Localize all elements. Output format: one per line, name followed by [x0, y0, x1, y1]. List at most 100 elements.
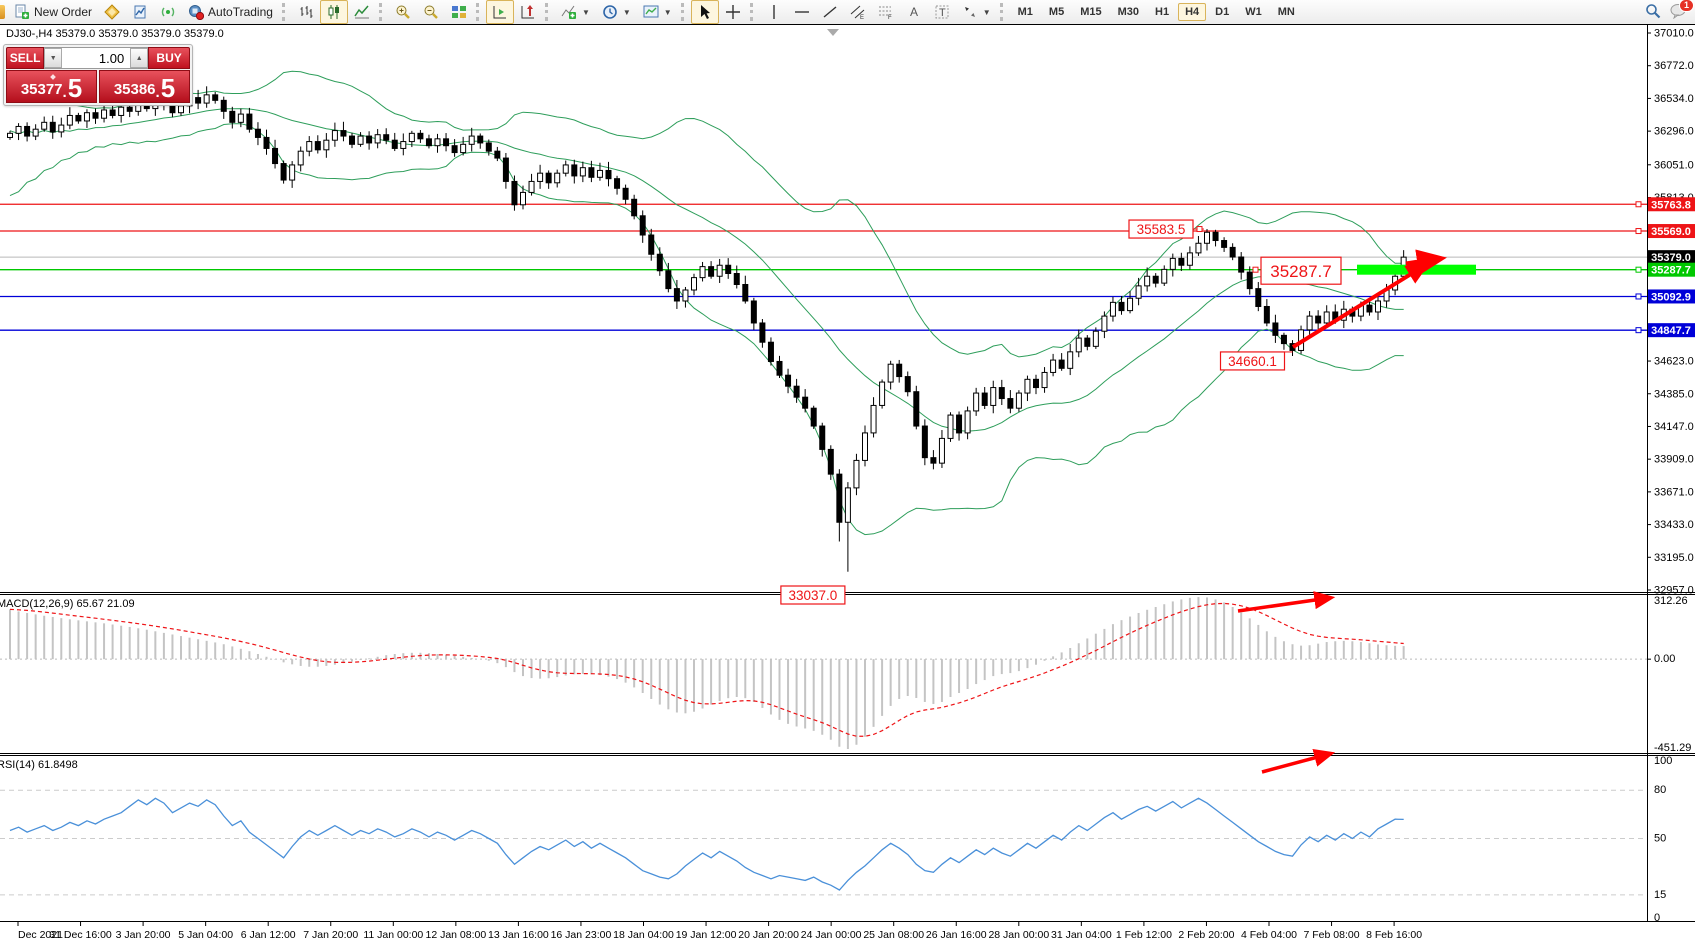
candle-body: [1323, 311, 1330, 324]
volume-increase-button[interactable]: ▲: [130, 48, 149, 68]
annotation-box[interactable]: [1219, 351, 1286, 371]
annotation-box[interactable]: [1260, 256, 1342, 285]
crosshair-button[interactable]: [719, 0, 747, 24]
level-badge-label: 35092.9: [1651, 291, 1691, 303]
candle-body: [1238, 256, 1245, 273]
candlestick-chart-button[interactable]: [319, 0, 348, 24]
rsi-line: [9, 797, 1404, 891]
timeframe-m1[interactable]: M1: [1017, 6, 1033, 18]
candle-body: [648, 234, 655, 255]
candle-body: [716, 264, 723, 277]
candle-body: [622, 187, 629, 200]
timeframe-h1[interactable]: H1: [1155, 6, 1170, 18]
rsi-arrow[interactable]: [1261, 749, 1336, 774]
candle-body: [425, 138, 432, 147]
time-tick-label: 28 Jan 00:00: [988, 929, 1049, 941]
candle-body: [656, 253, 663, 272]
candle-body: [1075, 337, 1082, 353]
level-handle[interactable]: [1635, 327, 1642, 334]
sell-button[interactable]: SELL: [6, 47, 45, 69]
text-button[interactable]: A: [900, 0, 928, 24]
bar-chart-button[interactable]: [292, 0, 320, 24]
signals-button[interactable]: [154, 0, 182, 24]
chart-canvas[interactable]: 37010.036772.036534.036296.036051.035813…: [0, 24, 1695, 945]
macd-arrow[interactable]: [1237, 591, 1336, 613]
candle-body: [1024, 378, 1031, 394]
fibonacci-icon: F: [878, 4, 894, 20]
ask-price[interactable]: 35386. 5: [99, 70, 190, 103]
chart-window[interactable]: 37010.036772.036534.036296.036051.035813…: [0, 24, 1695, 945]
vertical-line-button[interactable]: [760, 0, 788, 24]
level-handle[interactable]: [1635, 201, 1642, 208]
notifications-icon[interactable]: 1: [1669, 0, 1694, 22]
candle-body: [1195, 242, 1202, 254]
autotrading-button[interactable]: AutoTrading: [182, 0, 279, 24]
templates-button[interactable]: ▼: [637, 0, 678, 24]
indicators-caret: ▼: [581, 7, 590, 17]
volume-input[interactable]: [62, 48, 131, 68]
horizontal-line-button[interactable]: [788, 0, 816, 24]
candle-body: [1058, 359, 1065, 369]
trend-arrow[interactable]: [1291, 262, 1431, 349]
candle-body: [331, 130, 338, 141]
chart-shift-button[interactable]: [514, 0, 542, 24]
ask-pip-digit: 5: [160, 73, 176, 103]
equidistant-channel-button[interactable]: E: [844, 0, 872, 24]
timeframe-h4[interactable]: H4: [1178, 3, 1207, 21]
autoscroll-button[interactable]: [485, 0, 514, 24]
timeframe-w1[interactable]: W1: [1245, 6, 1262, 18]
candle-body: [1246, 271, 1253, 290]
zoom-out-button[interactable]: [417, 0, 445, 24]
candle-body: [810, 407, 817, 427]
bid-pip-digit: 5: [67, 73, 83, 103]
fibonacci-button[interactable]: F: [872, 0, 900, 24]
candle-body: [887, 363, 894, 383]
level-handle[interactable]: [1635, 266, 1642, 273]
indicators-button[interactable]: ▼: [555, 0, 596, 24]
trendline-button[interactable]: [816, 0, 844, 24]
zone-breakout-arrow[interactable]: [1405, 249, 1447, 276]
zoom-in-button[interactable]: [389, 0, 417, 24]
line-chart-button[interactable]: [348, 0, 376, 24]
timeframe-m15[interactable]: M15: [1080, 6, 1102, 18]
search-icon[interactable]: [1645, 3, 1661, 22]
autotrading-icon: [188, 4, 205, 20]
market-button[interactable]: [126, 0, 154, 24]
volume-decrease-button[interactable]: ▼: [44, 48, 63, 68]
price-tick-label: 33909.0: [1654, 454, 1694, 466]
candle-body: [545, 172, 552, 184]
bollinger-middle-band: [9, 108, 1404, 432]
candle-body: [605, 169, 612, 180]
level-badge-label: 35379.0: [1651, 252, 1691, 264]
candle-body: [998, 387, 1005, 400]
tile-windows-button[interactable]: [445, 0, 473, 24]
time-tick-label: 20 Jan 20:00: [738, 929, 799, 941]
buy-button[interactable]: BUY: [148, 47, 190, 69]
annotation-box[interactable]: [780, 585, 846, 605]
bid-price[interactable]: 35377. 5: [6, 70, 97, 103]
timeframe-d1[interactable]: D1: [1215, 6, 1230, 18]
level-handle[interactable]: [1635, 228, 1642, 235]
vertical-line-icon: [766, 4, 782, 20]
chart-shift-marker[interactable]: [827, 29, 839, 36]
text-label-button[interactable]: T: [928, 0, 956, 24]
level-handle[interactable]: [1635, 293, 1642, 300]
candle-body: [614, 178, 621, 189]
price-tick-label: 34385.0: [1654, 388, 1694, 400]
candle-body: [1255, 288, 1262, 307]
periods-button[interactable]: ▼: [596, 0, 637, 24]
timeframe-m30[interactable]: M30: [1117, 6, 1140, 18]
timeframe-m5[interactable]: M5: [1048, 6, 1065, 18]
metaeditor-button[interactable]: [98, 0, 126, 24]
cursor-button[interactable]: [690, 0, 719, 24]
timeframe-mn[interactable]: MN: [1277, 6, 1295, 18]
candle-body: [904, 376, 911, 393]
new-order-button[interactable]: New Order: [8, 0, 98, 24]
candle-body: [289, 164, 296, 181]
time-tick-label: 13 Jan 16:00: [488, 929, 549, 941]
time-tick-label: 8 Feb 16:00: [1366, 929, 1422, 941]
candle-body: [212, 94, 219, 101]
candle-body: [1067, 351, 1074, 369]
candle-body: [408, 132, 415, 143]
arrows-button[interactable]: ▼: [956, 0, 997, 24]
